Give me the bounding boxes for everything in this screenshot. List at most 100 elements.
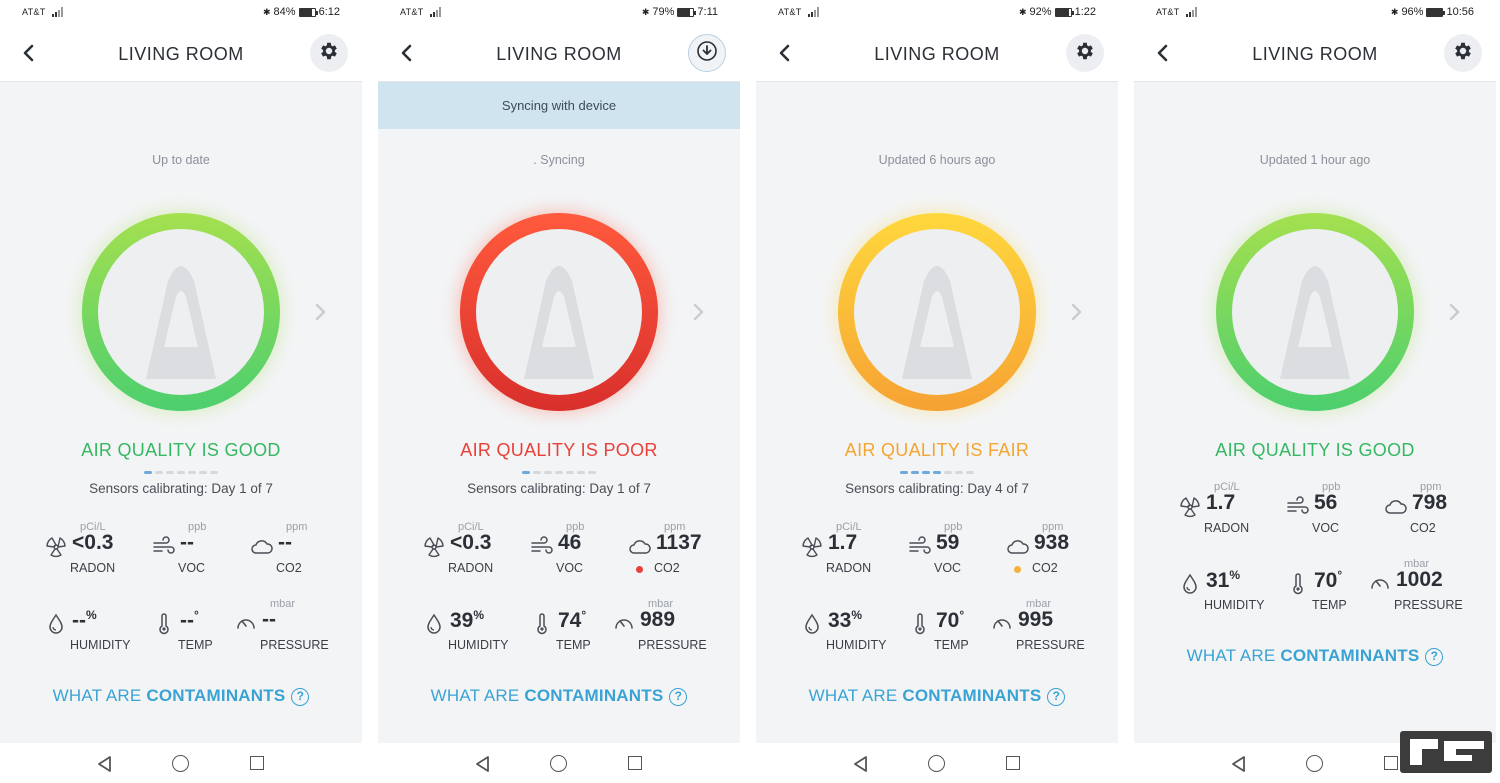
nav-recents-icon[interactable] bbox=[628, 756, 642, 770]
nav-home-icon[interactable] bbox=[550, 755, 567, 772]
app-header: LIVING ROOM bbox=[0, 26, 362, 82]
ring-center bbox=[1232, 229, 1398, 395]
nav-back-icon[interactable] bbox=[852, 755, 868, 773]
next-chevron-icon[interactable] bbox=[313, 302, 327, 322]
help-circle-icon[interactable]: ? bbox=[1425, 648, 1444, 666]
voc-icon bbox=[1286, 495, 1310, 519]
air-quality-label: AIR QUALITY IS GOOD bbox=[81, 440, 281, 460]
nav-home-icon[interactable] bbox=[172, 755, 189, 772]
temp-suffix: ° bbox=[194, 608, 199, 622]
metric-voc: ppb 59 VOC bbox=[908, 521, 1018, 585]
sync-status-text: Updated 6 hours ago bbox=[878, 153, 996, 167]
signal-icon bbox=[1186, 7, 1198, 17]
co2-unit: ppm bbox=[1042, 521, 1064, 533]
air-quality-ring[interactable] bbox=[82, 213, 280, 411]
co2-icon bbox=[250, 535, 274, 559]
next-chevron-icon[interactable] bbox=[1069, 302, 1083, 322]
pressure-unit: mbar bbox=[1404, 558, 1430, 570]
what-are-contaminants-link[interactable]: WHAT ARE CONTAMINANTS? bbox=[0, 686, 362, 706]
settings-button[interactable] bbox=[1066, 34, 1104, 72]
help-circle-icon[interactable]: ? bbox=[669, 688, 688, 706]
temp-suffix: ° bbox=[959, 608, 965, 622]
next-chevron-icon[interactable] bbox=[691, 302, 705, 322]
humidity-value: 31% bbox=[1206, 568, 1240, 593]
what-are-contaminants-link[interactable]: WHAT ARE CONTAMINANTS? bbox=[1134, 646, 1496, 666]
back-arrow-icon[interactable] bbox=[396, 42, 418, 64]
what-are-contaminants-link[interactable]: WHAT ARE CONTAMINANTS? bbox=[756, 686, 1118, 706]
humidity-label: HUMIDITY bbox=[70, 638, 131, 652]
radon-icon bbox=[1178, 495, 1202, 519]
sync-download-button[interactable] bbox=[688, 34, 726, 72]
contaminants-prefix: WHAT ARE bbox=[430, 686, 525, 705]
co2-icon bbox=[628, 535, 652, 559]
battery-icon bbox=[1426, 7, 1446, 17]
nav-back-icon[interactable] bbox=[1230, 755, 1246, 773]
metric-temp: 74° TEMP bbox=[530, 598, 640, 662]
airthings-logo-icon bbox=[854, 229, 1020, 395]
calibration-text: Sensors calibrating: Day 1 of 7 bbox=[467, 481, 651, 496]
help-circle-icon[interactable]: ? bbox=[1047, 688, 1066, 706]
pressure-value: -- bbox=[262, 608, 276, 632]
carrier-label: AT&T bbox=[400, 7, 424, 17]
contaminants-bold: CONTAMINANTS bbox=[524, 686, 664, 705]
carrier-label: AT&T bbox=[778, 7, 802, 17]
back-arrow-icon[interactable] bbox=[774, 42, 796, 64]
battery-percent: 92% bbox=[1029, 6, 1052, 18]
ring-center bbox=[98, 229, 264, 395]
metric-humidity: 39% HUMIDITY bbox=[422, 598, 532, 662]
gear-icon bbox=[318, 40, 340, 67]
metric-radon: pCi/L 1.7 RADON bbox=[800, 521, 910, 585]
air-quality-ring[interactable] bbox=[460, 213, 658, 411]
air-quality-ring[interactable] bbox=[838, 213, 1036, 411]
airthings-logo-icon bbox=[98, 229, 264, 395]
sync-status-text: . Syncing bbox=[533, 153, 585, 167]
android-nav-bar bbox=[378, 743, 740, 783]
metric-voc: ppb 56 VOC bbox=[1286, 481, 1396, 545]
next-chevron-icon[interactable] bbox=[1447, 302, 1461, 322]
temp-value: 70° bbox=[1314, 568, 1342, 593]
nav-home-icon[interactable] bbox=[928, 755, 945, 772]
air-quality-ring[interactable] bbox=[1216, 213, 1414, 411]
calibration-text: Sensors calibrating: Day 1 of 7 bbox=[89, 481, 273, 496]
nav-recents-icon[interactable] bbox=[1384, 756, 1398, 770]
temp-suffix: ° bbox=[1337, 568, 1343, 582]
nav-recents-icon[interactable] bbox=[1006, 756, 1020, 770]
metric-pressure: mbar -- PRESSURE bbox=[234, 598, 344, 662]
status-bar: AT&T ✱ 96% 10:56 bbox=[1134, 0, 1496, 26]
battery-icon bbox=[298, 7, 318, 17]
voc-number: 46 bbox=[558, 531, 582, 554]
radon-value: <0.3 bbox=[450, 531, 491, 555]
metric-temp: 70° TEMP bbox=[908, 598, 1018, 662]
nav-back-icon[interactable] bbox=[474, 755, 490, 773]
settings-button[interactable] bbox=[1444, 34, 1482, 72]
back-arrow-icon[interactable] bbox=[1152, 42, 1174, 64]
airthings-logo-icon bbox=[476, 229, 642, 395]
calibration-text: Sensors calibrating: Day 4 of 7 bbox=[845, 481, 1029, 496]
help-circle-icon[interactable]: ? bbox=[291, 688, 310, 706]
back-arrow-icon[interactable] bbox=[18, 42, 40, 64]
co2-value: 938 bbox=[1034, 531, 1069, 555]
humidity-label: HUMIDITY bbox=[1204, 598, 1265, 612]
temp-number: -- bbox=[180, 609, 194, 632]
nav-home-icon[interactable] bbox=[1306, 755, 1323, 772]
sync-status-text: Up to date bbox=[152, 153, 210, 167]
humidity-suffix: % bbox=[473, 608, 485, 622]
carrier-label: AT&T bbox=[22, 7, 46, 17]
radon-label: RADON bbox=[1204, 521, 1250, 535]
app-header: LIVING ROOM bbox=[378, 26, 740, 82]
settings-button[interactable] bbox=[310, 34, 348, 72]
nav-back-icon[interactable] bbox=[96, 755, 112, 773]
status-bar: AT&T ✱ 79% 7:11 bbox=[378, 0, 740, 26]
humidity-icon bbox=[1178, 572, 1202, 596]
temp-value: 74° bbox=[558, 608, 586, 633]
nav-recents-icon[interactable] bbox=[250, 756, 264, 770]
humidity-value: 39% bbox=[450, 608, 484, 633]
calibration-progress bbox=[0, 471, 362, 474]
humidity-value: --% bbox=[72, 608, 97, 633]
metric-radon: pCi/L <0.3 RADON bbox=[44, 521, 154, 585]
temp-value: 70° bbox=[936, 608, 964, 633]
radon-unit: pCi/L bbox=[80, 521, 106, 533]
what-are-contaminants-link[interactable]: WHAT ARE CONTAMINANTS? bbox=[378, 686, 740, 706]
pressure-icon bbox=[1368, 572, 1392, 596]
co2-alert-dot bbox=[636, 566, 643, 573]
